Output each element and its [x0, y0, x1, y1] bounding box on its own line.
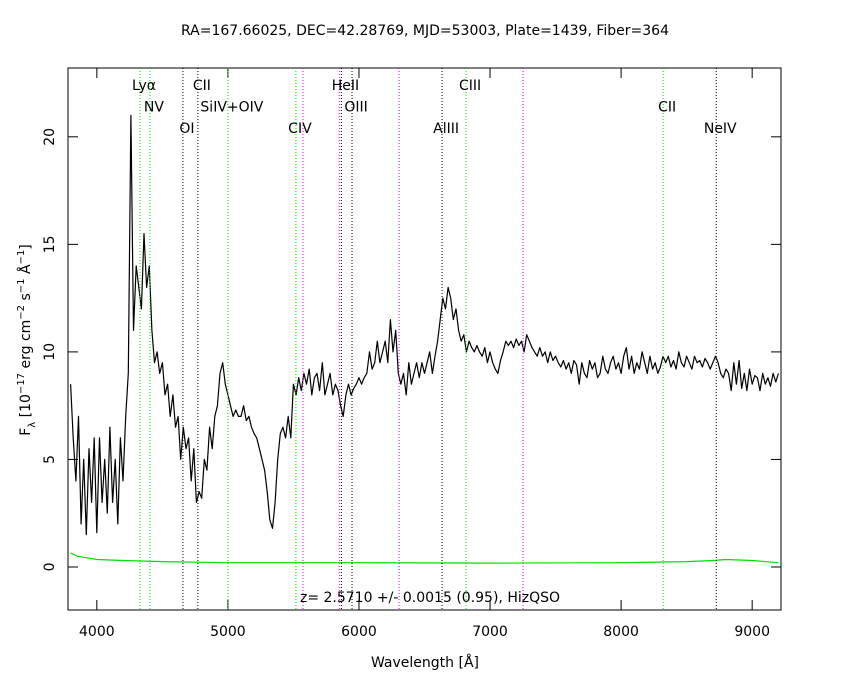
- line-label: OI: [179, 121, 194, 137]
- y-axis-label-part: λ: [27, 422, 38, 428]
- y-axis-label-part: s: [18, 293, 34, 305]
- x-tick-label: 5000: [210, 624, 246, 640]
- y-axis-label-part: −1: [16, 250, 27, 265]
- y-axis-label-part: −17: [16, 373, 27, 394]
- y-axis-label-part: Å: [17, 264, 34, 278]
- x-tick-label: 4000: [79, 624, 115, 640]
- y-axis-label-part: −1: [16, 278, 27, 293]
- plot-area: [70, 114, 779, 564]
- line-label: Lyα: [132, 78, 156, 94]
- y-tick-label: 0: [42, 563, 58, 572]
- x-tick-label: 8000: [603, 624, 639, 640]
- y-tick-label: 20: [42, 128, 58, 146]
- line-label: OIII: [344, 100, 367, 116]
- x-tick-label: 7000: [472, 624, 508, 640]
- chart-title: RA=167.66025, DEC=42.28769, MJD=53003, P…: [181, 23, 669, 39]
- spectrum-line: [70, 552, 779, 564]
- y-axis-label-part: ]: [18, 244, 34, 249]
- x-tick-label: 9000: [734, 624, 770, 640]
- annotation: z= 2.5710 +/- 0.0015 (0.95), HizQSO: [300, 590, 560, 606]
- line-label: AlIII: [433, 121, 459, 137]
- line-label: HeII: [332, 78, 359, 94]
- y-axis-label-part: −2: [16, 305, 27, 320]
- y-axis-label-part: erg cm: [18, 320, 34, 373]
- y-tick-label: 15: [42, 235, 58, 253]
- x-tick-label: 6000: [341, 624, 377, 640]
- line-label: CII: [193, 78, 211, 94]
- line-label: CIV: [288, 121, 312, 137]
- plot-frame: [67, 67, 782, 611]
- line-label: CII: [658, 100, 676, 116]
- spectrum-line: [70, 114, 779, 536]
- line-label: NeIV: [704, 121, 737, 137]
- line-label: SiIV+OIV: [200, 100, 263, 116]
- y-axis-label-part: [10: [18, 394, 34, 422]
- y-tick-label: 10: [42, 343, 58, 361]
- y-tick-label: 5: [42, 455, 58, 464]
- y-axis-label-part: F: [18, 428, 34, 436]
- line-label: CIII: [459, 78, 481, 94]
- x-axis-label: Wavelength [Å]: [371, 654, 479, 671]
- line-label: NV: [144, 100, 164, 116]
- y-axis-label: Fλ [10−17 erg cm−2 s−1 Å−1]: [16, 244, 38, 436]
